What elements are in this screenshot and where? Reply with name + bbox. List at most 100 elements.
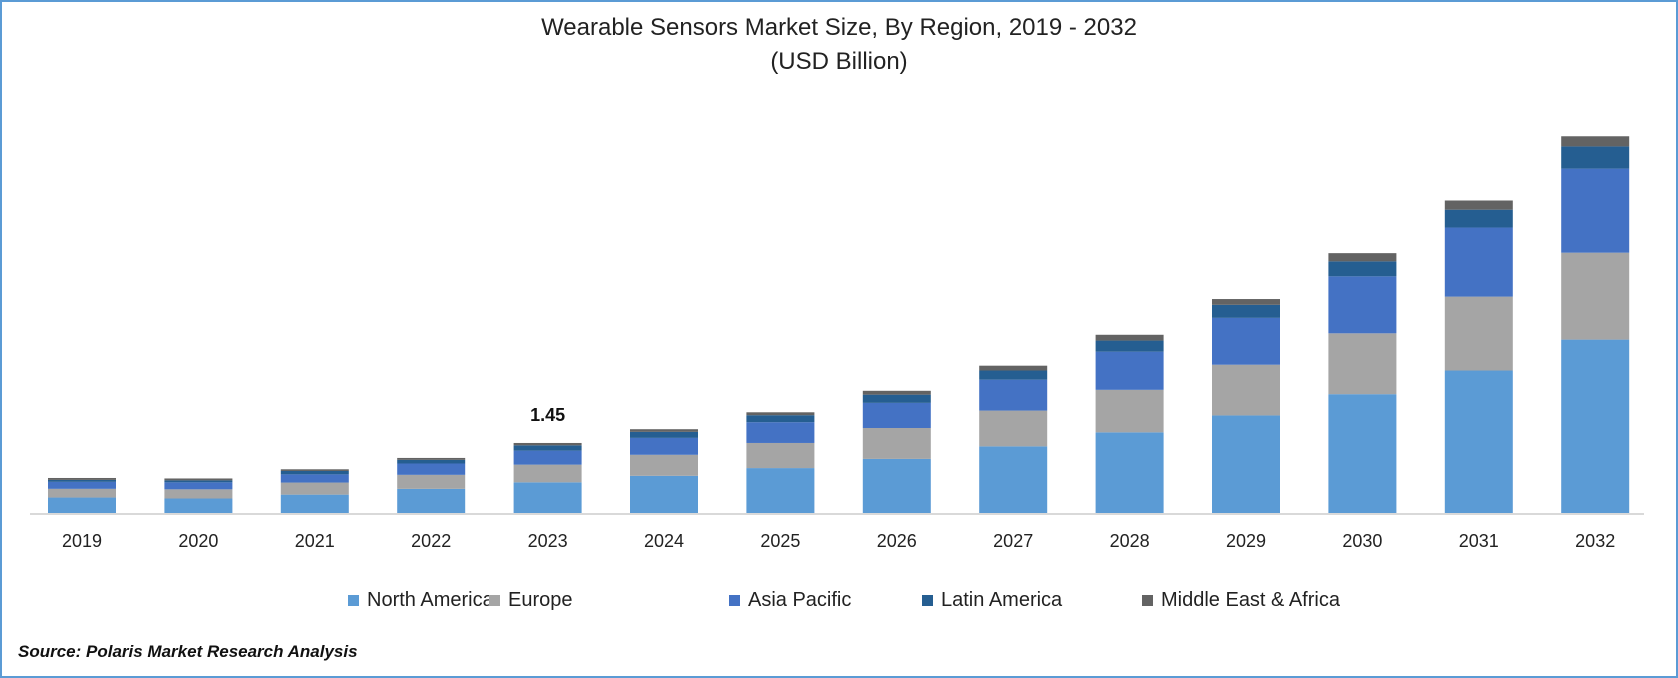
- bar-segment-asia-pacific-2027: [979, 379, 1048, 411]
- legend-swatch: [922, 595, 933, 606]
- bar-segment-north-america-2030: [1328, 394, 1397, 513]
- bar-segment-north-america-2025: [746, 468, 815, 513]
- bar-segment-europe-2031: [1444, 296, 1513, 371]
- legend-label: Asia Pacific: [748, 589, 852, 611]
- bar-segment-latin-america-2023: [513, 445, 582, 451]
- legend-label: North America: [367, 589, 494, 611]
- bar-segment-asia-pacific-2021: [280, 474, 349, 483]
- x-tick-label: 2023: [528, 531, 568, 551]
- chart-title: Wearable Sensors Market Size, By Region,…: [541, 14, 1137, 41]
- bar-segment-north-america-2019: [48, 497, 116, 513]
- bar-segment-asia-pacific-2026: [862, 402, 931, 428]
- x-tick-label: 2025: [760, 531, 800, 551]
- x-tick-label: 2029: [1226, 531, 1266, 551]
- legend-item: Europe: [489, 589, 573, 612]
- x-tick-label: 2020: [178, 531, 218, 551]
- bar-segment-north-america-2020: [164, 498, 233, 513]
- legend-item: Asia Pacific: [729, 589, 851, 612]
- bar-segment-europe-2026: [862, 427, 931, 459]
- x-tick-label: 2019: [62, 531, 102, 551]
- bar-segment-latin-america-2032: [1561, 146, 1630, 169]
- legend-item: Middle East & Africa: [1142, 589, 1340, 612]
- bar-segment-asia-pacific-2032: [1561, 168, 1630, 253]
- x-tick-label: 2027: [993, 531, 1033, 551]
- bar-segment-middle-east-africa-2021: [280, 469, 349, 471]
- bar-segment-middle-east-africa-2019: [48, 477, 116, 480]
- bar-segment-asia-pacific-2019: [48, 481, 116, 489]
- x-tick-label: 2031: [1459, 531, 1499, 551]
- legend-swatch: [1142, 595, 1153, 606]
- bar-segment-middle-east-africa-2023: [513, 442, 582, 446]
- bar-segment-latin-america-2026: [862, 394, 931, 403]
- bar-segment-latin-america-2020: [164, 480, 233, 483]
- bar-segment-latin-america-2028: [1095, 340, 1164, 352]
- bar-segment-europe-2027: [979, 410, 1048, 447]
- bar-segment-europe-2022: [397, 474, 466, 489]
- legend-label: Latin America: [941, 589, 1063, 611]
- bar-segment-north-america-2022: [397, 488, 466, 513]
- bar-segment-middle-east-africa-2029: [1212, 299, 1280, 305]
- bar-segment-latin-america-2021: [280, 470, 349, 475]
- bar-segment-middle-east-africa-2027: [979, 365, 1048, 371]
- bar-segment-asia-pacific-2022: [397, 463, 466, 475]
- bar-segment-asia-pacific-2025: [746, 422, 815, 443]
- bar-segment-middle-east-africa-2020: [164, 478, 233, 481]
- bar-segment-europe-2024: [630, 454, 698, 476]
- bar-segment-europe-2029: [1212, 364, 1280, 416]
- x-tick-label: 2026: [877, 531, 917, 551]
- bar-segment-middle-east-africa-2024: [630, 429, 698, 432]
- bar-segment-middle-east-africa-2028: [1095, 334, 1164, 341]
- bar-segment-north-america-2024: [630, 475, 698, 513]
- bar-segment-north-america-2031: [1444, 370, 1513, 513]
- legend-item: North America: [348, 589, 494, 612]
- bar-segment-north-america-2029: [1212, 415, 1280, 513]
- legend-label: Europe: [508, 589, 573, 611]
- legend-item: Latin America: [922, 589, 1062, 612]
- bar-segment-europe-2019: [48, 488, 116, 498]
- bar-segment-europe-2025: [746, 442, 815, 469]
- legend-swatch: [729, 595, 740, 606]
- bar-segment-latin-america-2025: [746, 415, 815, 423]
- x-tick-label: 2022: [411, 531, 451, 551]
- x-tick-label: 2032: [1575, 531, 1615, 551]
- bar-segment-north-america-2027: [979, 446, 1048, 513]
- x-tick-label: 2021: [295, 531, 335, 551]
- legend-swatch: [489, 595, 500, 606]
- bar-segment-europe-2028: [1095, 389, 1164, 433]
- bar-segment-asia-pacific-2029: [1212, 317, 1280, 365]
- legend: North America Europe Asia Pacific Latin Ame…: [2, 589, 1676, 615]
- bar-segment-asia-pacific-2028: [1095, 351, 1164, 390]
- bar-segment-latin-america-2027: [979, 370, 1048, 380]
- legend-label: Middle East & Africa: [1161, 589, 1340, 611]
- bar-segment-north-america-2032: [1561, 339, 1630, 513]
- data-label: 1.45: [530, 405, 565, 425]
- bar-segment-latin-america-2022: [397, 459, 466, 464]
- bar-segment-north-america-2023: [513, 482, 582, 513]
- bar-segment-asia-pacific-2024: [630, 437, 698, 455]
- bar-segment-middle-east-africa-2022: [397, 457, 466, 460]
- bar-segment-asia-pacific-2030: [1328, 276, 1397, 334]
- bar-segment-europe-2032: [1561, 252, 1630, 340]
- bar-segment-asia-pacific-2020: [164, 482, 233, 490]
- bar-segment-latin-america-2019: [48, 479, 116, 482]
- x-tick-label: 2024: [644, 531, 684, 551]
- x-tick-label: 2028: [1110, 531, 1150, 551]
- bar-segment-north-america-2021: [280, 494, 349, 513]
- bar-segment-latin-america-2029: [1212, 304, 1280, 318]
- bar-segment-europe-2030: [1328, 333, 1397, 395]
- bar-segment-asia-pacific-2023: [513, 450, 582, 465]
- chart-subtitle: (USD Billion): [770, 48, 908, 75]
- source-note: Source: Polaris Market Research Analysis: [18, 642, 358, 661]
- legend-swatch: [348, 595, 359, 606]
- bar-segment-europe-2021: [280, 482, 349, 495]
- bar-segment-europe-2020: [164, 489, 233, 499]
- bar-segment-latin-america-2031: [1444, 209, 1513, 228]
- bar-segment-north-america-2026: [862, 458, 931, 513]
- bar-segment-middle-east-africa-2030: [1328, 253, 1397, 262]
- bar-segment-middle-east-africa-2026: [862, 390, 931, 395]
- bar-segment-europe-2023: [513, 464, 582, 483]
- bar-segment-middle-east-africa-2025: [746, 412, 815, 416]
- bar-segment-north-america-2028: [1095, 432, 1164, 513]
